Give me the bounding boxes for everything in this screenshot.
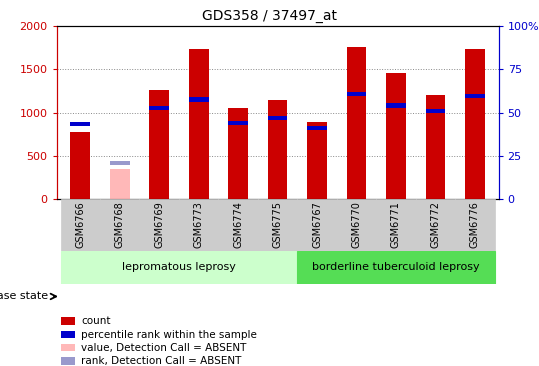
Bar	[455, 199, 495, 251]
Text: GSM6771: GSM6771	[391, 201, 401, 248]
Bar	[465, 94, 485, 98]
Bar	[426, 95, 445, 199]
Bar	[179, 199, 218, 251]
Bar	[426, 109, 445, 113]
Bar	[465, 49, 485, 199]
Bar	[228, 121, 248, 125]
Bar	[189, 49, 209, 199]
Bar	[307, 122, 327, 199]
Bar	[416, 199, 455, 251]
Text: percentile rank within the sample: percentile rank within the sample	[81, 330, 257, 340]
Bar	[298, 199, 337, 251]
Bar	[268, 100, 287, 199]
Bar	[71, 132, 90, 199]
Bar	[110, 161, 129, 165]
Text: disease state: disease state	[0, 291, 49, 302]
Bar	[228, 108, 248, 199]
Bar	[100, 199, 140, 251]
Bar	[61, 344, 75, 351]
Text: GSM6773: GSM6773	[194, 201, 204, 248]
Text: GSM6772: GSM6772	[431, 201, 440, 248]
Text: GSM6769: GSM6769	[154, 201, 164, 248]
Bar	[347, 47, 367, 199]
Text: GSM6767: GSM6767	[312, 201, 322, 248]
Bar	[71, 122, 90, 126]
Bar	[61, 317, 75, 325]
Bar	[268, 116, 287, 120]
Bar	[149, 106, 169, 111]
Bar	[337, 199, 376, 251]
Bar	[376, 199, 416, 251]
Bar	[110, 169, 129, 199]
Bar	[60, 199, 100, 251]
Bar	[218, 199, 258, 251]
Text: GDS358 / 37497_at: GDS358 / 37497_at	[202, 9, 337, 23]
Bar	[307, 126, 327, 130]
Bar	[60, 251, 298, 284]
Bar	[149, 90, 169, 199]
Bar	[61, 331, 75, 338]
Bar	[258, 199, 298, 251]
Text: borderline tuberculoid leprosy: borderline tuberculoid leprosy	[312, 262, 480, 272]
Text: GSM6770: GSM6770	[351, 201, 362, 248]
Bar	[298, 251, 495, 284]
Text: value, Detection Call = ABSENT: value, Detection Call = ABSENT	[81, 343, 246, 353]
Bar	[347, 92, 367, 97]
Text: lepromatous leprosy: lepromatous leprosy	[122, 262, 236, 272]
Text: GSM6776: GSM6776	[470, 201, 480, 248]
Bar	[140, 199, 179, 251]
Bar	[386, 104, 406, 108]
Text: GSM6766: GSM6766	[75, 201, 85, 248]
Text: rank, Detection Call = ABSENT: rank, Detection Call = ABSENT	[81, 356, 241, 366]
Text: GSM6775: GSM6775	[273, 201, 282, 248]
Text: GSM6768: GSM6768	[115, 201, 125, 248]
Bar	[189, 97, 209, 102]
Bar	[386, 72, 406, 199]
Text: GSM6774: GSM6774	[233, 201, 243, 248]
Bar	[61, 358, 75, 365]
Text: count: count	[81, 316, 110, 326]
